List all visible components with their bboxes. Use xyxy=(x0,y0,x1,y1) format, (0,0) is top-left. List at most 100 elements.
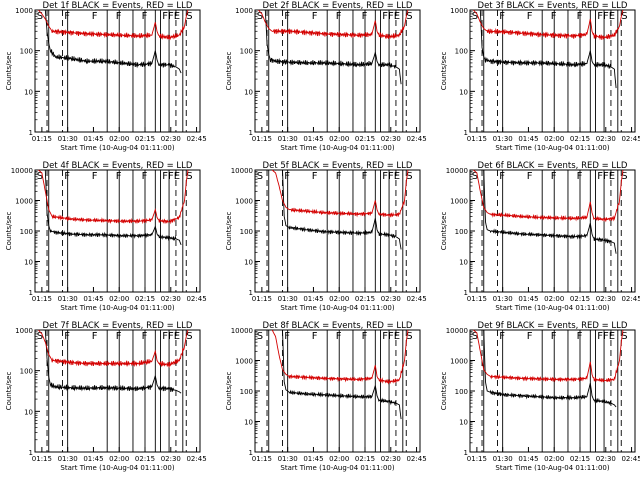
segment-marker: F xyxy=(64,171,70,182)
segment-marker: S xyxy=(186,11,192,22)
segment-marker: F xyxy=(284,331,290,342)
x-tick-label: 02:00 xyxy=(109,295,129,303)
segment-marker: S xyxy=(257,331,263,342)
y-tick-label: 1 xyxy=(249,129,253,137)
y-tick-label: 10 xyxy=(244,259,253,267)
segment-marker: S xyxy=(621,171,627,182)
segment-marker: F xyxy=(142,331,148,342)
x-axis-label: Start Time (10-Aug-04 01:11:00) xyxy=(60,464,174,472)
x-tick-label: 01:30 xyxy=(278,455,298,463)
y-tick-label: 10 xyxy=(24,259,33,267)
x-tick-label: 01:30 xyxy=(58,295,78,303)
y-tick-label: 100 xyxy=(240,388,253,396)
segment-marker: S xyxy=(37,11,43,22)
segment-marker: F xyxy=(499,171,505,182)
lld-series-line xyxy=(271,169,409,219)
y-tick-label: 100 xyxy=(20,368,33,376)
segment-marker: FFE xyxy=(382,171,400,182)
segment-marker: S xyxy=(37,171,43,182)
segment-marker: F xyxy=(116,331,122,342)
y-axis-label: Counts/sec xyxy=(5,212,13,251)
segment-marker: S xyxy=(406,171,412,182)
events-series-line xyxy=(483,329,617,408)
x-tick-label: 02:15 xyxy=(570,135,590,143)
segment-marker: S xyxy=(621,331,627,342)
segment-marker: F xyxy=(116,11,122,22)
segment-marker: F xyxy=(142,171,148,182)
y-tick-label: 1000 xyxy=(15,198,33,206)
x-tick-label: 01:30 xyxy=(493,295,513,303)
x-axis-label: Start Time (10-Aug-04 01:11:00) xyxy=(495,304,609,312)
chart-title: Det 8f BLACK = Events, RED = LLD xyxy=(263,321,413,331)
segment-marker: S xyxy=(406,11,412,22)
y-tick-label: 1 xyxy=(249,289,253,297)
x-tick-label: 01:15 xyxy=(467,135,487,143)
x-tick-label: 02:15 xyxy=(355,135,375,143)
segment-marker: F xyxy=(577,331,583,342)
segment-marker: S xyxy=(621,11,627,22)
segment-marker: F xyxy=(551,11,557,22)
chart-title: Det 6f BLACK = Events, RED = LLD xyxy=(478,161,628,171)
x-tick-label: 01:45 xyxy=(303,295,323,303)
y-tick-label: 1000 xyxy=(235,198,253,206)
lld-series-line xyxy=(38,329,189,369)
y-tick-label: 10 xyxy=(24,408,33,416)
chart-title: Det 9f BLACK = Events, RED = LLD xyxy=(478,321,628,331)
x-tick-label: 02:30 xyxy=(381,455,401,463)
x-axis-label: Start Time (10-Aug-04 01:11:00) xyxy=(280,304,394,312)
segment-marker: S xyxy=(472,11,478,22)
y-tick-label: 1000 xyxy=(15,7,33,15)
lld-series-line xyxy=(38,169,189,225)
events-series-line xyxy=(44,169,182,246)
x-tick-label: 01:45 xyxy=(303,135,323,143)
x-tick-label: 01:15 xyxy=(467,295,487,303)
segment-marker: F xyxy=(362,331,368,342)
x-tick-label: 02:00 xyxy=(329,135,349,143)
events-series-line xyxy=(479,9,617,89)
plot-frame xyxy=(34,169,201,293)
x-tick-label: 01:45 xyxy=(83,455,103,463)
segment-marker: S xyxy=(472,331,478,342)
x-tick-label: 01:30 xyxy=(493,135,513,143)
segment-marker: S xyxy=(406,331,412,342)
chart-title: Det 5f BLACK = Events, RED = LLD xyxy=(263,161,413,171)
segment-marker: F xyxy=(284,11,290,22)
y-tick-label: 10 xyxy=(24,88,33,96)
segment-marker: F xyxy=(64,331,70,342)
y-tick-label: 1000 xyxy=(450,7,468,15)
x-tick-label: 01:45 xyxy=(518,135,538,143)
x-tick-label: 02:45 xyxy=(186,295,206,303)
chart-title: Det 7f BLACK = Events, RED = LLD xyxy=(43,321,193,331)
y-tick-label: 10 xyxy=(459,88,468,96)
segment-marker: F xyxy=(577,11,583,22)
y-axis-label: Counts/sec xyxy=(440,372,448,411)
x-tick-label: 01:15 xyxy=(252,135,272,143)
y-tick-label: 1 xyxy=(29,289,33,297)
y-tick-label: 10 xyxy=(459,419,468,427)
y-axis-label: Counts/sec xyxy=(440,212,448,251)
plot-frame xyxy=(469,329,636,453)
x-tick-label: 02:15 xyxy=(570,455,590,463)
x-tick-label: 02:30 xyxy=(161,295,181,303)
y-tick-label: 100 xyxy=(455,48,468,56)
lld-series-line xyxy=(258,9,409,40)
segment-marker: FFE xyxy=(597,171,615,182)
lld-series-line xyxy=(473,169,624,223)
lld-series-line xyxy=(271,329,409,385)
y-tick-label: 1 xyxy=(464,289,468,297)
segment-marker: F xyxy=(336,11,342,22)
x-tick-label: 01:45 xyxy=(518,455,538,463)
x-tick-label: 01:15 xyxy=(32,135,52,143)
y-tick-label: 10 xyxy=(244,419,253,427)
segment-marker: F xyxy=(312,331,318,342)
events-series-line xyxy=(44,329,182,394)
y-tick-label: 10000 xyxy=(446,327,468,335)
x-tick-label: 02:15 xyxy=(570,295,590,303)
x-tick-label: 01:45 xyxy=(83,295,103,303)
segment-marker: F xyxy=(551,331,557,342)
x-tick-label: 01:45 xyxy=(518,295,538,303)
x-tick-label: 02:00 xyxy=(329,455,349,463)
